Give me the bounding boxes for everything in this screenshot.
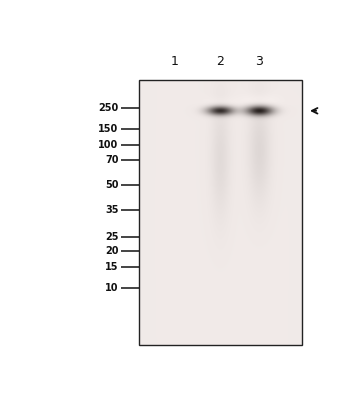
Text: 35: 35 [105,205,119,215]
Text: 10: 10 [105,283,119,293]
Text: 150: 150 [98,124,119,134]
Text: 50: 50 [105,180,119,190]
Text: 1: 1 [171,55,179,68]
Text: 100: 100 [98,140,119,150]
Text: 250: 250 [98,103,119,113]
Text: 25: 25 [105,232,119,242]
Text: 20: 20 [105,246,119,256]
Text: 15: 15 [105,262,119,272]
Text: 3: 3 [256,55,263,68]
Text: 2: 2 [217,55,224,68]
Text: 70: 70 [105,155,119,165]
